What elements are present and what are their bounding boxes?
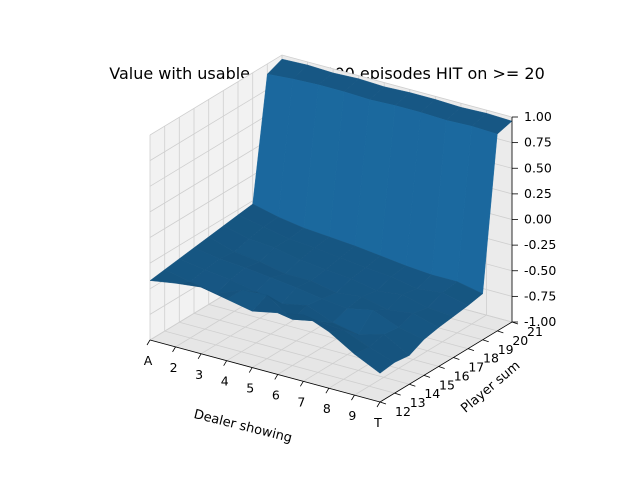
x-axis-line [149,339,381,403]
y-tick-mark [423,374,431,378]
x-axis-label: Dealer showing [192,407,293,446]
x-tick-label: 3 [195,367,203,382]
z-tick-label: -0.50 [524,263,556,278]
x-tick-mark [197,353,202,359]
z-tick-label: 1.00 [524,109,552,124]
x-tick-mark [146,339,151,346]
y-tick-label: 16 [454,368,470,383]
x-tick-label: 2 [170,360,178,375]
z-tick-label: -0.75 [524,288,556,303]
y-tick-mark [467,348,475,352]
axis-lines [146,116,519,408]
z-tick-label: -0.25 [524,237,556,252]
x-tick-label: 6 [272,387,280,402]
z-tick-label: 0.50 [524,160,552,175]
z-tick-label: 0.75 [524,135,552,150]
y-tick-mark [497,330,504,334]
x-tick-mark [325,388,330,394]
x-tick-mark [223,360,228,366]
x-tick-mark [351,394,355,401]
x-tick-mark [172,346,176,353]
y-tick-mark [453,357,460,360]
y-tick-label: 20 [512,333,528,348]
surface-mesh [149,58,513,374]
z-grid-line [149,54,513,136]
y-tick-label: 13 [410,395,426,410]
x-tick-mark [248,367,253,373]
x-tick-label: A [144,353,153,368]
x-tick-label: 9 [348,408,356,423]
y-tick-mark [379,401,387,405]
y-tick-label: 21 [527,324,543,339]
y-tick-label: 15 [439,377,455,392]
x-tick-label: 5 [246,381,254,396]
x-tick-label: 7 [297,394,305,409]
y-tick-mark [482,339,489,343]
z-tick-label: 0.25 [524,186,552,201]
y-tick-label: 12 [395,404,411,419]
x-tick-mark [376,401,381,408]
y-axis-line [379,321,513,403]
x-tick-mark [274,374,279,380]
surface-patch [149,269,191,284]
x-tick-label: 8 [323,401,331,416]
x-tick-label: 4 [221,374,229,389]
y-tick-label: 18 [483,351,499,366]
z-tick-label: -1.00 [524,314,556,329]
y-tick-mark [438,366,445,369]
z-tick-label: 0.00 [524,212,552,227]
y-tick-mark [409,383,416,387]
y-tick-label: 17 [468,360,484,375]
x-tick-label: T [373,415,382,430]
y-tick-label: 19 [498,342,514,357]
y-tick-label: 14 [424,386,440,401]
x-tick-mark [299,381,304,387]
y-tick-mark [394,392,401,396]
